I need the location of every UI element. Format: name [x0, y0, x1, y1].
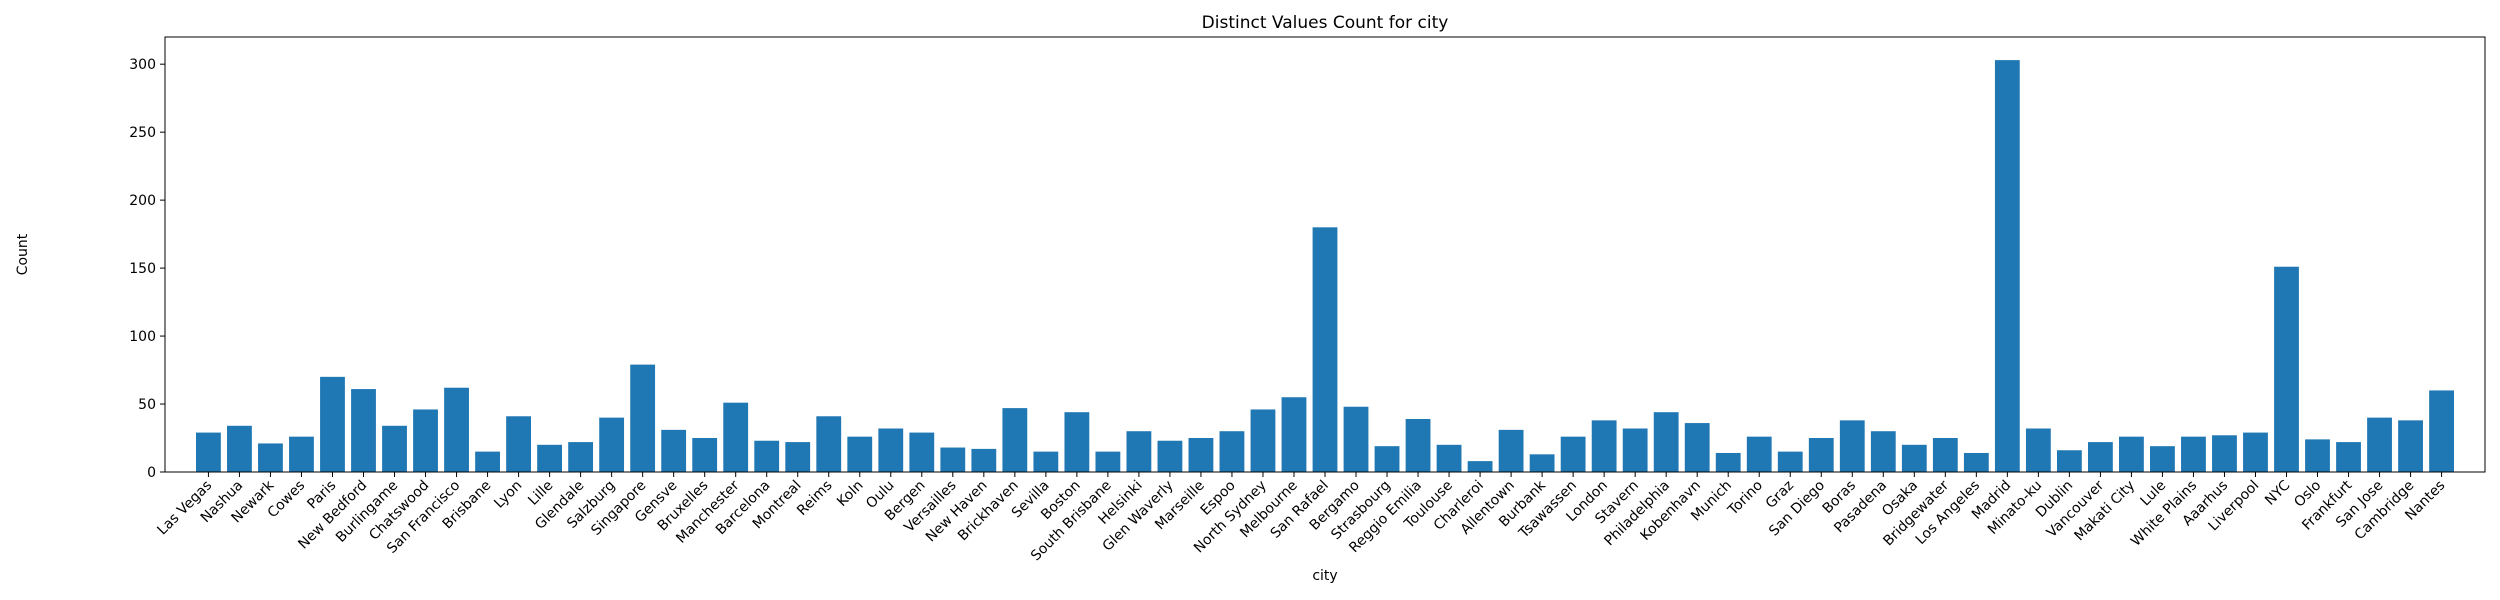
- bars-group: [196, 60, 2454, 472]
- bar: [2181, 436, 2206, 472]
- bar: [1591, 420, 1617, 472]
- bar: [723, 402, 749, 472]
- chart-title: Distinct Values Count for city: [1202, 13, 1449, 33]
- bar: [2336, 442, 2361, 472]
- bar: [289, 436, 314, 472]
- y-tick-label: 250: [129, 125, 156, 141]
- x-tick-label: Torino: [1724, 478, 1766, 520]
- bar: [1777, 451, 1803, 472]
- bar: [2056, 450, 2082, 472]
- bar: [351, 389, 376, 472]
- bar: [1963, 452, 1989, 472]
- bar: [475, 451, 500, 472]
- x-tick-label: NYC: [2262, 477, 2293, 508]
- bar: [1684, 423, 1710, 472]
- bar: [1343, 406, 1369, 472]
- bar: [1064, 412, 1090, 472]
- bar: [971, 448, 997, 472]
- bar: [413, 409, 438, 472]
- bar: [2429, 390, 2454, 472]
- bar: [2212, 435, 2237, 472]
- bar: [1405, 418, 1431, 472]
- bar: [692, 438, 718, 472]
- bar: [1870, 431, 1896, 472]
- y-tick-label: 50: [138, 397, 156, 413]
- bar: [382, 425, 407, 472]
- bar: [2025, 428, 2051, 472]
- bar: [1715, 452, 1741, 472]
- x-tick-label: Lyon: [491, 478, 525, 512]
- y-tick-label: 300: [129, 57, 156, 73]
- bar: [1374, 446, 1400, 472]
- bar: [1746, 436, 1772, 472]
- bar: [1281, 397, 1307, 472]
- bar: [1250, 409, 1276, 472]
- bar: [537, 444, 563, 472]
- bar: [568, 442, 594, 472]
- bar: [2243, 432, 2268, 472]
- bar: [1467, 461, 1493, 472]
- bar: [1312, 227, 1338, 472]
- bar: [1560, 436, 1586, 472]
- bar: [258, 443, 283, 472]
- bar: [1529, 454, 1555, 472]
- bar: [1653, 412, 1679, 472]
- y-axis: 0 50 100 150 200 250 300: [129, 57, 165, 481]
- bar: [1219, 431, 1245, 472]
- bar: [599, 417, 625, 472]
- bar: [506, 416, 531, 472]
- x-axis-label: city: [1312, 568, 1337, 584]
- bar: [1994, 60, 2020, 472]
- bar: [1002, 408, 1028, 472]
- bar: [754, 440, 780, 472]
- bar: [2150, 446, 2175, 472]
- y-tick-label: 150: [129, 261, 156, 277]
- bar: [320, 376, 345, 472]
- x-tick-label: Koln: [834, 478, 866, 510]
- bar: [1095, 451, 1121, 472]
- x-tick-label: Reims: [794, 478, 835, 519]
- y-tick-label: 100: [129, 329, 156, 345]
- bar: [1932, 438, 1958, 472]
- bar: [1839, 420, 1865, 472]
- bar: [196, 432, 221, 472]
- bar: [1622, 428, 1648, 472]
- bar: [630, 364, 656, 472]
- bar: [2119, 436, 2144, 472]
- bar: [1436, 444, 1462, 472]
- bar: [1033, 451, 1059, 472]
- plot-frame: [164, 36, 2486, 473]
- bar: [444, 387, 469, 472]
- bar: [1157, 440, 1183, 472]
- y-tick-label: 0: [147, 465, 156, 481]
- y-axis-label: Count: [15, 233, 31, 275]
- bar: [2274, 266, 2299, 472]
- bar: [940, 447, 966, 472]
- y-tick-label: 200: [129, 193, 156, 209]
- bar: [1188, 438, 1214, 472]
- bar: [909, 432, 935, 472]
- bar: [816, 416, 842, 472]
- bar: [1901, 444, 1927, 472]
- bar: [2398, 420, 2423, 472]
- bar: [2367, 417, 2392, 472]
- bar: [2087, 442, 2113, 472]
- bar: [878, 428, 904, 472]
- bar: [661, 429, 687, 472]
- bar: [2305, 439, 2330, 472]
- bar: [227, 425, 252, 472]
- bar: [1498, 429, 1524, 472]
- bar: [785, 442, 811, 472]
- bar: [847, 436, 873, 472]
- bar: [1126, 431, 1152, 472]
- bar: [1808, 438, 1834, 472]
